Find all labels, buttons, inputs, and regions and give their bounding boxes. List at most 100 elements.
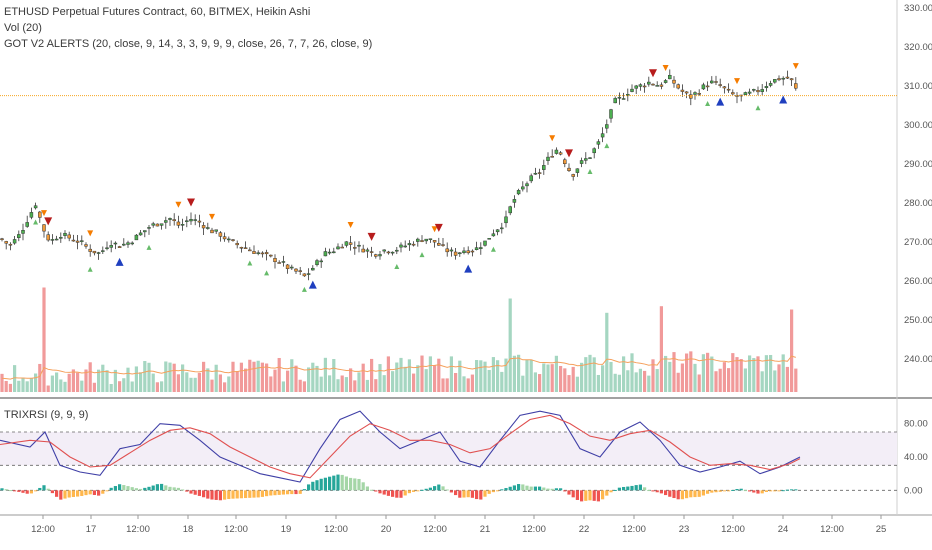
histogram-bar [773, 490, 777, 492]
volume-bar [424, 369, 428, 392]
volume-bar [584, 357, 588, 392]
alert-marker [792, 63, 799, 70]
candle [777, 78, 781, 81]
candle [248, 249, 252, 252]
histogram-bar [655, 490, 659, 493]
time-tick-label: 12:00 [224, 524, 248, 535]
time-tick-label: 25 [876, 524, 887, 535]
histogram-bar [235, 490, 239, 499]
candle [138, 232, 143, 236]
histogram-bar [605, 490, 609, 496]
candle [512, 199, 517, 203]
price-tick-label: 240.00 [904, 354, 932, 365]
candle [172, 219, 176, 222]
candle [743, 92, 748, 96]
volume-bar [407, 359, 411, 392]
volume-bar [126, 367, 130, 392]
histogram-bar [617, 487, 621, 491]
histogram-bar [143, 487, 147, 491]
volume-bar [4, 380, 8, 392]
histogram-bar [97, 490, 101, 496]
histogram-bar [134, 488, 138, 491]
histogram-bar [349, 477, 353, 491]
volume-bar [521, 375, 525, 392]
histogram-bar [685, 490, 689, 499]
price-tick-label: 260.00 [904, 276, 932, 287]
histogram-bar [256, 490, 260, 498]
volume-bar [63, 381, 67, 392]
volume-bar [319, 376, 323, 392]
candle [168, 218, 172, 220]
candle [592, 148, 596, 154]
candle [180, 224, 185, 226]
volume-bar [655, 369, 659, 392]
histogram-bar [71, 490, 75, 497]
candle [357, 244, 361, 247]
candle [714, 81, 718, 83]
candle [756, 90, 760, 93]
candle [231, 239, 235, 241]
volume-bar [512, 355, 516, 392]
histogram-bar [8, 490, 12, 492]
candle [290, 266, 294, 269]
volume-bar [365, 379, 369, 392]
volume-bar [315, 365, 319, 392]
histogram-bar [399, 490, 403, 498]
histogram-bar [193, 490, 197, 495]
volume-bar [307, 367, 311, 392]
volume-bar [764, 355, 768, 392]
histogram-bar [416, 490, 420, 492]
candle [315, 260, 319, 266]
histogram-bar [512, 485, 516, 491]
histogram-bar [59, 490, 63, 500]
volume-bar [529, 359, 533, 392]
candle [571, 174, 575, 177]
histogram-bar [785, 489, 789, 491]
histogram-bar [714, 490, 718, 493]
volume-bar [651, 359, 655, 392]
histogram-bar [630, 485, 634, 491]
candle [760, 89, 764, 92]
volume-bar [622, 356, 626, 392]
candle [374, 254, 378, 257]
volume-bar [727, 368, 731, 392]
histogram-bar [559, 488, 563, 491]
histogram-bar [693, 490, 697, 498]
candle [605, 124, 609, 129]
candle [46, 234, 50, 241]
histogram-bar [38, 487, 42, 491]
alert-marker [301, 286, 307, 292]
volume-bar [332, 359, 336, 392]
candle [693, 92, 697, 95]
histogram-bar [302, 489, 306, 491]
histogram-bar [525, 485, 529, 491]
candle [638, 84, 643, 87]
candle [218, 232, 223, 237]
candle [710, 80, 714, 84]
volume-bar [260, 362, 264, 392]
trix-blue-line [0, 410, 801, 483]
volume-bar [638, 368, 642, 392]
histogram-bar [67, 490, 71, 498]
volume-bar [790, 309, 794, 392]
histogram-bar [357, 478, 361, 491]
volume-bar [542, 363, 546, 392]
histogram-bar [395, 490, 399, 498]
histogram-bar [25, 490, 29, 494]
histogram-bar [227, 490, 231, 500]
histogram-bar [46, 488, 50, 491]
histogram-bar [109, 487, 113, 491]
volume-bar [567, 375, 571, 392]
histogram-bar [29, 490, 33, 494]
candle [260, 252, 265, 255]
candle [621, 98, 626, 100]
candle [647, 81, 651, 85]
candle [424, 238, 428, 242]
volume-bar [634, 372, 638, 392]
volume-bar [21, 377, 25, 392]
histogram-bar [722, 490, 726, 492]
candle [411, 243, 416, 246]
histogram-bar [105, 490, 109, 492]
histogram-bar [328, 476, 332, 491]
